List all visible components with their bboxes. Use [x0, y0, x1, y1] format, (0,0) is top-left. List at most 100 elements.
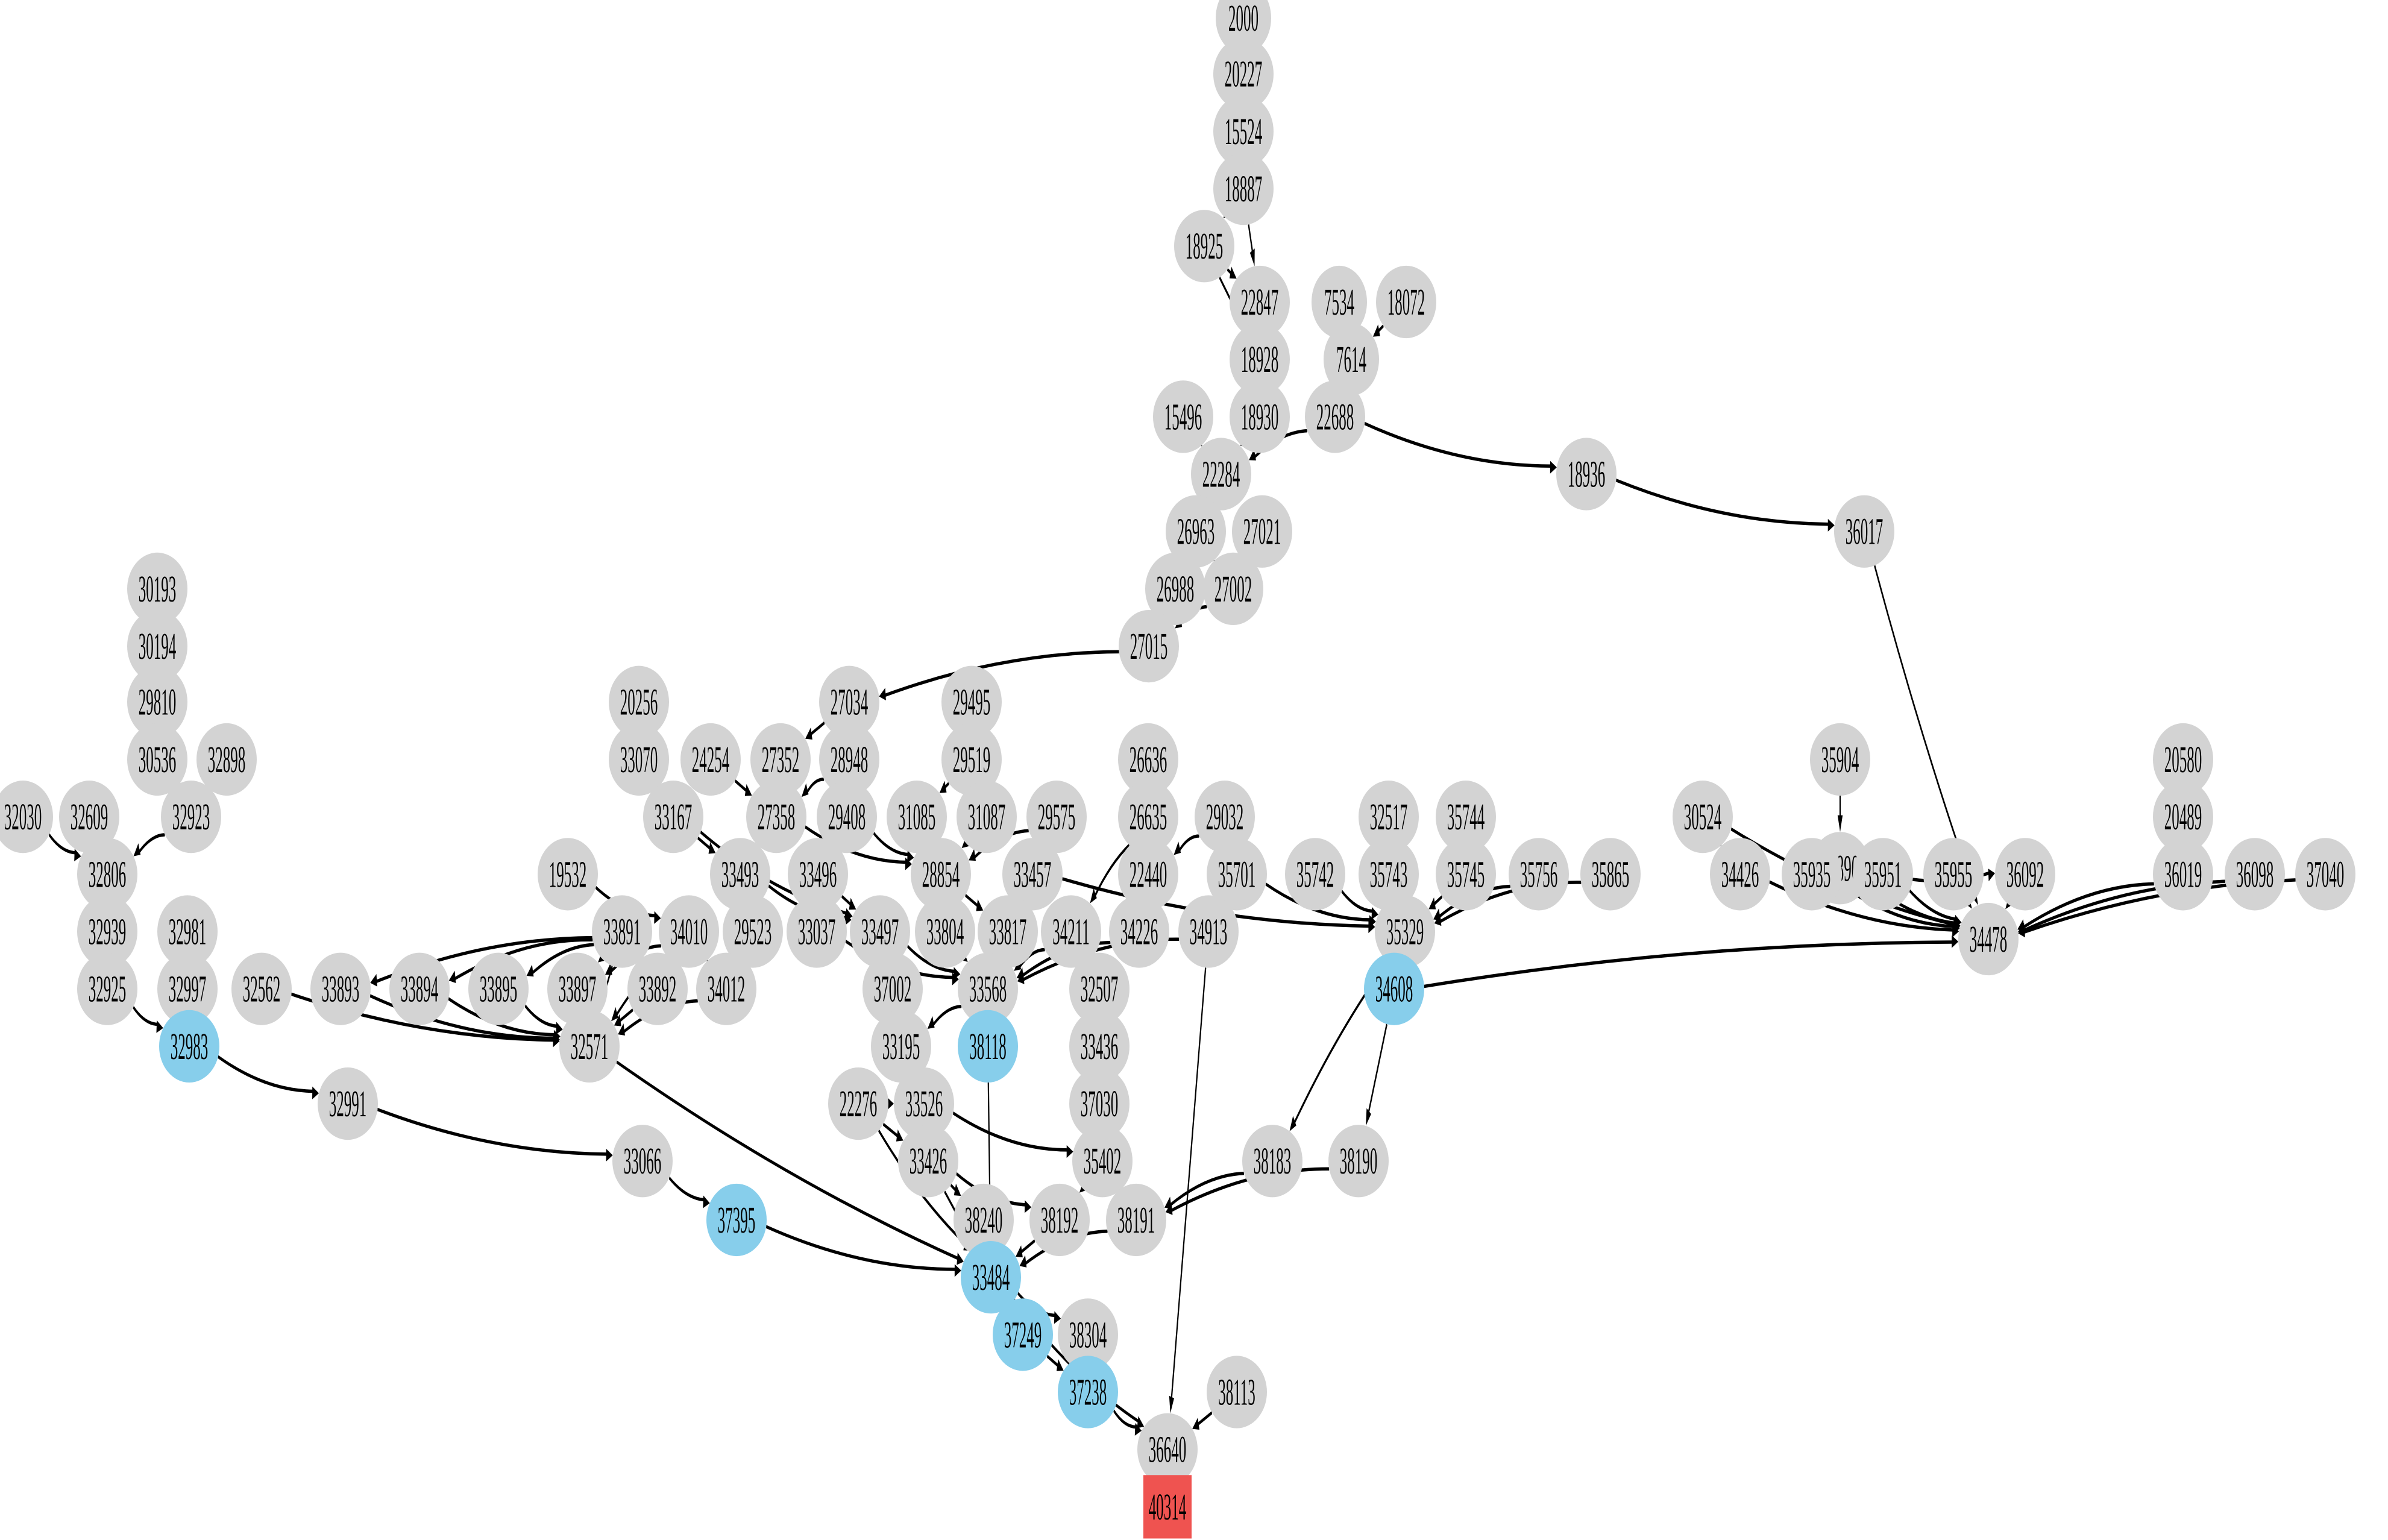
- node-ellipse[interactable]: [127, 723, 187, 796]
- node-ellipse[interactable]: [941, 723, 1002, 796]
- graph-node[interactable]: 31087: [957, 781, 1017, 853]
- node-ellipse[interactable]: [894, 1067, 954, 1140]
- node-ellipse[interactable]: [1359, 781, 1419, 853]
- node-ellipse[interactable]: [1376, 265, 1436, 339]
- graph-node[interactable]: 35904: [1810, 723, 1870, 796]
- graph-node[interactable]: 34426: [1710, 838, 1770, 911]
- node-ellipse[interactable]: [1058, 1356, 1118, 1428]
- node-ellipse[interactable]: [1923, 838, 1984, 911]
- node-ellipse[interactable]: [1029, 1183, 1090, 1257]
- graph-node[interactable]: 40314: [1143, 1475, 1192, 1539]
- graph-node[interactable]: 32571: [559, 1010, 620, 1083]
- graph-node[interactable]: 34608: [1364, 952, 1424, 1025]
- graph-node[interactable]: 38118: [958, 1010, 1018, 1083]
- node-ellipse[interactable]: [0, 781, 53, 853]
- graph-node[interactable]: 22688: [1305, 380, 1365, 453]
- node-ellipse[interactable]: [723, 895, 783, 968]
- graph-node[interactable]: 35742: [1285, 838, 1345, 911]
- graph-node[interactable]: 33426: [898, 1125, 958, 1198]
- graph-node[interactable]: 34478: [1958, 902, 2019, 976]
- node-ellipse[interactable]: [746, 781, 806, 853]
- node-ellipse[interactable]: [2153, 723, 2213, 796]
- graph-node[interactable]: 33891: [592, 895, 652, 968]
- node-ellipse[interactable]: [1166, 495, 1226, 568]
- node-ellipse[interactable]: [1174, 210, 1234, 283]
- node-ellipse[interactable]: [612, 1125, 673, 1198]
- graph-node[interactable]: 36640: [1137, 1413, 1198, 1486]
- graph-node[interactable]: 37249: [993, 1298, 1053, 1371]
- node-ellipse[interactable]: [627, 952, 688, 1025]
- node-ellipse[interactable]: [898, 1125, 958, 1198]
- graph-node[interactable]: 27015: [1119, 609, 1179, 683]
- node-ellipse[interactable]: [696, 952, 756, 1025]
- node-ellipse[interactable]: [2153, 781, 2213, 853]
- node-ellipse[interactable]: [1216, 0, 1271, 55]
- node-ellipse[interactable]: [1810, 723, 1870, 796]
- node-ellipse[interactable]: [1145, 552, 1205, 626]
- node-ellipse[interactable]: [887, 781, 947, 853]
- graph-node[interactable]: 18930: [1230, 380, 1290, 453]
- node-ellipse[interactable]: [1834, 495, 1894, 568]
- graph-node[interactable]: 30524: [1673, 781, 1733, 853]
- node-ellipse[interactable]: [750, 723, 811, 796]
- node-ellipse[interactable]: [1213, 37, 1274, 110]
- node-ellipse[interactable]: [643, 781, 703, 853]
- node-ellipse[interactable]: [1232, 495, 1292, 568]
- node-box[interactable]: [1143, 1475, 1192, 1539]
- graph-node[interactable]: 36019: [2153, 838, 2213, 911]
- graph-node[interactable]: 18072: [1376, 265, 1436, 339]
- graph-node[interactable]: 38192: [1029, 1183, 1090, 1257]
- graph-node[interactable]: 35955: [1923, 838, 1984, 911]
- node-ellipse[interactable]: [1041, 895, 1101, 968]
- node-ellipse[interactable]: [1359, 838, 1419, 911]
- graph-node[interactable]: 18925: [1174, 210, 1234, 283]
- node-ellipse[interactable]: [1230, 265, 1290, 339]
- graph-node[interactable]: 38190: [1328, 1125, 1389, 1198]
- node-ellipse[interactable]: [958, 952, 1018, 1025]
- node-ellipse[interactable]: [1782, 838, 1842, 911]
- graph-node[interactable]: 38191: [1106, 1183, 1166, 1257]
- node-ellipse[interactable]: [1191, 438, 1251, 511]
- node-ellipse[interactable]: [993, 1298, 1053, 1371]
- node-ellipse[interactable]: [1213, 95, 1274, 168]
- graph-node[interactable]: 37238: [1058, 1356, 1118, 1428]
- graph-node[interactable]: 32030: [0, 781, 53, 853]
- node-ellipse[interactable]: [592, 895, 652, 968]
- node-ellipse[interactable]: [1324, 323, 1379, 396]
- node-ellipse[interactable]: [787, 895, 847, 968]
- graph-node[interactable]: 38113: [1207, 1356, 1267, 1428]
- graph-node[interactable]: 18887: [1213, 152, 1274, 225]
- node-ellipse[interactable]: [1137, 1413, 1198, 1486]
- graph-node[interactable]: 35951: [1853, 838, 1913, 911]
- graph-node[interactable]: 37395: [706, 1183, 767, 1257]
- graph-node[interactable]: 27358: [746, 781, 806, 853]
- node-ellipse[interactable]: [127, 609, 187, 683]
- node-ellipse[interactable]: [817, 781, 877, 853]
- node-ellipse[interactable]: [1213, 152, 1274, 225]
- graph-node[interactable]: 33066: [612, 1125, 673, 1198]
- node-ellipse[interactable]: [659, 895, 719, 968]
- graph-node[interactable]: 33892: [627, 952, 688, 1025]
- node-ellipse[interactable]: [680, 723, 741, 796]
- node-ellipse[interactable]: [1436, 781, 1496, 853]
- node-ellipse[interactable]: [1207, 838, 1267, 911]
- node-ellipse[interactable]: [559, 1010, 620, 1083]
- node-ellipse[interactable]: [871, 1010, 931, 1083]
- node-ellipse[interactable]: [389, 952, 450, 1025]
- node-ellipse[interactable]: [1995, 838, 2055, 911]
- node-ellipse[interactable]: [59, 781, 119, 853]
- node-ellipse[interactable]: [1673, 781, 1733, 853]
- node-ellipse[interactable]: [1509, 838, 1569, 911]
- node-ellipse[interactable]: [1072, 1125, 1133, 1198]
- node-ellipse[interactable]: [978, 895, 1038, 968]
- node-ellipse[interactable]: [710, 838, 770, 911]
- node-ellipse[interactable]: [1106, 1183, 1166, 1257]
- node-ellipse[interactable]: [819, 723, 879, 796]
- node-ellipse[interactable]: [127, 552, 187, 626]
- graph-node[interactable]: 24254: [680, 723, 741, 796]
- graph-node[interactable]: 19532: [538, 838, 598, 911]
- node-ellipse[interactable]: [538, 838, 598, 911]
- node-ellipse[interactable]: [196, 723, 257, 796]
- graph-node[interactable]: 32923: [161, 781, 221, 853]
- graph-node[interactable]: 33894: [389, 952, 450, 1025]
